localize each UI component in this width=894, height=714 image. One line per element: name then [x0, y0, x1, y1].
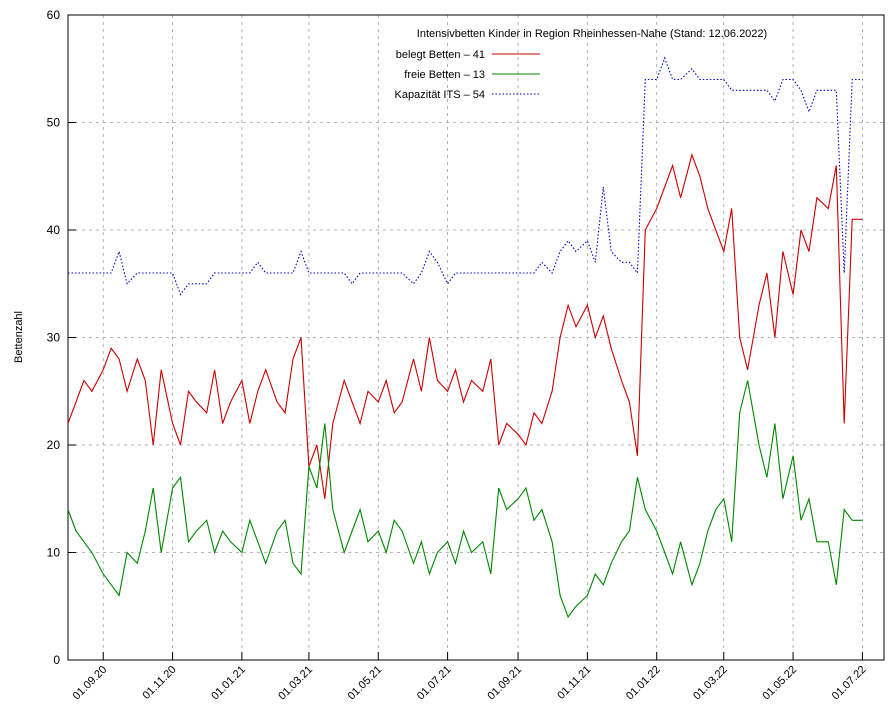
y-tick-label: 60 — [47, 8, 61, 22]
y-tick-label: 50 — [47, 116, 61, 130]
legend-label: freie Betten – 13 — [404, 69, 485, 81]
legend-label: Kapazität ITS – 54 — [395, 89, 486, 101]
y-tick-label: 20 — [47, 438, 61, 452]
y-tick-label: 10 — [47, 546, 61, 560]
chart-title: Intensivbetten Kinder in Region Rheinhes… — [417, 28, 767, 40]
y-axis-label: Bettenzahl — [13, 311, 25, 363]
series-line — [67, 152, 863, 499]
series-line — [67, 380, 863, 619]
plot-frame — [67, 14, 885, 661]
y-tick-label: 40 — [47, 223, 61, 237]
y-tick-label: 30 — [47, 331, 61, 345]
series-line — [68, 56, 863, 296]
y-tick-label: 0 — [53, 653, 60, 667]
legend-label: belegt Betten – 41 — [396, 49, 485, 61]
